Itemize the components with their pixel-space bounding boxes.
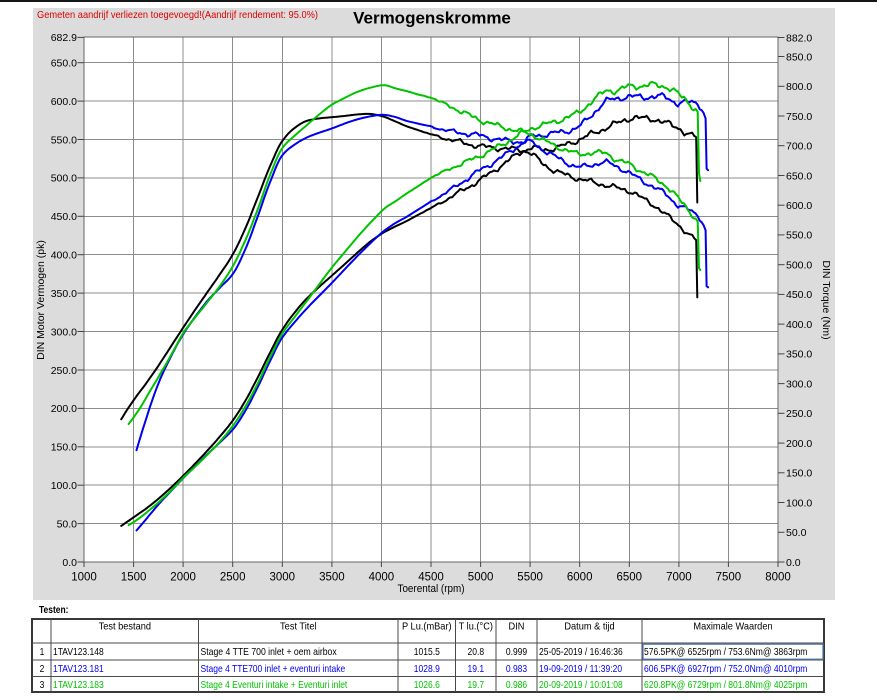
svg-text:600.0: 600.0 — [786, 200, 812, 212]
svg-text:0.999: 0.999 — [506, 646, 527, 658]
svg-text:5500: 5500 — [517, 572, 543, 584]
svg-text:Toerental (rpm): Toerental (rpm) — [398, 583, 465, 595]
svg-text:1TAV123.183: 1TAV123.183 — [53, 679, 104, 691]
svg-text:1015.5: 1015.5 — [414, 646, 440, 658]
svg-text:Maximale Waarden: Maximale Waarden — [693, 621, 772, 633]
svg-text:0.0: 0.0 — [786, 557, 801, 569]
svg-text:7500: 7500 — [716, 572, 742, 584]
svg-text:1TAV123.181: 1TAV123.181 — [53, 663, 104, 675]
svg-text:Gemeten aandrijf verliezen toe: Gemeten aandrijf verliezen toegevoegd!(A… — [37, 9, 318, 21]
svg-text:4000: 4000 — [369, 572, 395, 584]
svg-text:750.0: 750.0 — [786, 111, 812, 123]
svg-text:300.0: 300.0 — [786, 378, 812, 390]
svg-text:400.0: 400.0 — [51, 250, 77, 262]
svg-text:2: 2 — [40, 663, 45, 675]
svg-text:882.0: 882.0 — [786, 32, 812, 44]
svg-text:50.0: 50.0 — [786, 527, 807, 539]
svg-text:350.0: 350.0 — [786, 349, 812, 361]
svg-text:576.5PK@ 6525rpm / 753.6Nm@ 38: 576.5PK@ 6525rpm / 753.6Nm@ 3863rpm — [644, 646, 808, 658]
svg-text:Testen:: Testen: — [39, 604, 69, 616]
svg-text:2000: 2000 — [170, 572, 196, 584]
svg-text:0.983: 0.983 — [506, 663, 527, 675]
svg-text:DIN Motor Vermogen (pk): DIN Motor Vermogen (pk) — [35, 240, 47, 360]
svg-text:250.0: 250.0 — [51, 365, 77, 377]
svg-text:0.986: 0.986 — [506, 679, 527, 691]
svg-text:DIN: DIN — [509, 621, 525, 633]
svg-text:1026.6: 1026.6 — [414, 679, 440, 691]
svg-text:25-05-2019 / 16:46:36: 25-05-2019 / 16:46:36 — [539, 646, 623, 658]
svg-text:19-09-2019 / 11:39:20: 19-09-2019 / 11:39:20 — [539, 663, 622, 675]
svg-text:1000: 1000 — [71, 572, 97, 584]
svg-text:Test Titel: Test Titel — [280, 621, 317, 633]
svg-text:100.0: 100.0 — [786, 497, 812, 509]
svg-text:Stage 4 Eventuri intake + Even: Stage 4 Eventuri intake + Eventuri inlet — [201, 679, 348, 691]
svg-text:100.0: 100.0 — [51, 480, 77, 492]
svg-text:P Lu.(mBar): P Lu.(mBar) — [402, 621, 452, 633]
svg-text:350.0: 350.0 — [51, 288, 77, 300]
svg-text:1: 1 — [40, 646, 45, 658]
svg-text:DIN Torque (Nm): DIN Torque (Nm) — [820, 260, 832, 339]
svg-text:600.0: 600.0 — [51, 96, 77, 108]
svg-text:5000: 5000 — [468, 572, 494, 584]
svg-text:200.0: 200.0 — [51, 403, 77, 415]
svg-text:2500: 2500 — [220, 572, 246, 584]
svg-text:606.5PK@ 6927rpm / 752.0Nm@ 40: 606.5PK@ 6927rpm / 752.0Nm@ 4010rpm — [644, 663, 808, 675]
svg-text:20-09-2019 / 10:01:08: 20-09-2019 / 10:01:08 — [539, 679, 623, 691]
svg-text:150.0: 150.0 — [786, 468, 812, 480]
svg-text:850.0: 850.0 — [786, 51, 812, 63]
svg-text:1TAV123.148: 1TAV123.148 — [53, 646, 104, 658]
svg-text:500.0: 500.0 — [51, 173, 77, 185]
svg-text:450.0: 450.0 — [786, 289, 812, 301]
svg-text:4500: 4500 — [418, 572, 444, 584]
svg-text:450.0: 450.0 — [51, 211, 77, 223]
svg-text:682.9: 682.9 — [51, 32, 77, 44]
svg-text:1028.9: 1028.9 — [414, 663, 440, 675]
svg-text:19.7: 19.7 — [468, 679, 485, 691]
svg-text:20.8: 20.8 — [468, 646, 485, 658]
svg-text:Stage 4 TTE700 inlet + eventur: Stage 4 TTE700 inlet + eventuri intake — [201, 663, 346, 675]
svg-text:550.0: 550.0 — [786, 230, 812, 242]
svg-text:7000: 7000 — [666, 572, 692, 584]
svg-text:Datum & tijd: Datum & tijd — [564, 621, 614, 633]
svg-text:3500: 3500 — [319, 572, 345, 584]
svg-text:50.0: 50.0 — [57, 518, 78, 530]
svg-text:19.1: 19.1 — [468, 663, 485, 675]
svg-text:620.8PK@ 6729rpm / 801.8Nm@ 40: 620.8PK@ 6729rpm / 801.8Nm@ 4025rpm — [644, 679, 808, 691]
svg-text:3: 3 — [40, 679, 45, 691]
svg-text:500.0: 500.0 — [786, 260, 812, 272]
svg-text:300.0: 300.0 — [51, 326, 77, 338]
svg-text:650.0: 650.0 — [786, 170, 812, 182]
svg-text:700.0: 700.0 — [786, 141, 812, 153]
svg-text:Test bestand: Test bestand — [99, 621, 152, 633]
svg-text:650.0: 650.0 — [51, 58, 77, 70]
svg-text:800.0: 800.0 — [786, 81, 812, 93]
svg-text:Vermogenskromme: Vermogenskromme — [353, 9, 511, 28]
svg-text:6000: 6000 — [567, 572, 593, 584]
svg-text:250.0: 250.0 — [786, 408, 812, 420]
svg-text:8000: 8000 — [765, 572, 791, 584]
svg-text:3000: 3000 — [270, 572, 296, 584]
svg-text:200.0: 200.0 — [786, 438, 812, 450]
svg-text:Stage 4 TTE 700 inlet + oem a: Stage 4 TTE 700 inlet + oem airbox — [201, 646, 338, 658]
svg-text:0.0: 0.0 — [62, 557, 77, 569]
svg-text:T lu.(°C): T lu.(°C) — [459, 621, 493, 633]
svg-text:150.0: 150.0 — [51, 442, 77, 454]
svg-text:6500: 6500 — [617, 572, 643, 584]
svg-text:1500: 1500 — [121, 572, 147, 584]
svg-text:550.0: 550.0 — [51, 134, 77, 146]
svg-text:400.0: 400.0 — [786, 319, 812, 331]
